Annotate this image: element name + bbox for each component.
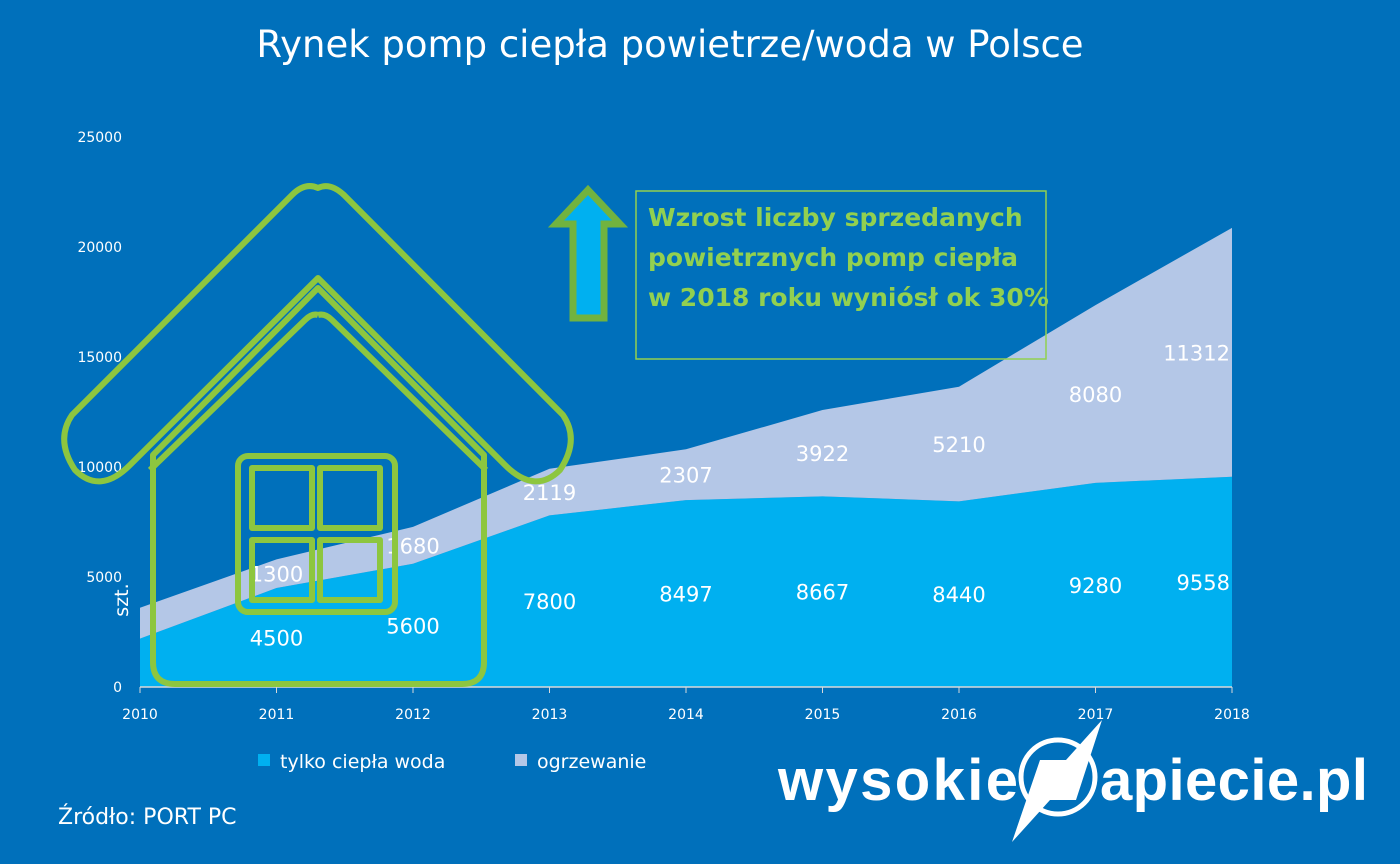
- x-tick-label: 2011: [259, 707, 295, 723]
- data-label: 8497: [659, 583, 712, 607]
- y-tick-label: 20000: [77, 240, 122, 256]
- x-tick-label: 2018: [1214, 707, 1250, 723]
- y-tick-label: 25000: [77, 130, 122, 146]
- annotation-line-3: w 2018 roku wyniósł ok 30%: [648, 283, 1049, 312]
- data-label: 9558: [1177, 571, 1230, 595]
- data-label: 8080: [1069, 383, 1122, 407]
- x-tick-label: 2014: [668, 707, 704, 723]
- chart-title: Rynek pomp ciepła powietrze/woda w Polsc…: [256, 23, 1083, 66]
- y-tick-label: 15000: [77, 350, 122, 366]
- area-series-0: [140, 476, 1232, 687]
- data-label: 4500: [250, 627, 303, 651]
- source-text: Źródło: PORT PC: [58, 804, 237, 830]
- x-tick-label: 2013: [532, 707, 568, 723]
- data-label: 1300: [250, 563, 303, 587]
- data-label: 9280: [1069, 574, 1122, 598]
- data-label: 5600: [386, 614, 439, 638]
- data-label: 8440: [932, 583, 985, 607]
- data-label: 5210: [932, 433, 985, 457]
- y-tick-label: 10000: [77, 460, 122, 476]
- data-label: 2307: [659, 464, 712, 488]
- data-label: 8667: [796, 581, 849, 605]
- legend-swatch-heating: [515, 754, 527, 766]
- data-label: 2119: [523, 481, 576, 505]
- y-tick-label: 0: [113, 680, 122, 696]
- x-tick-label: 2012: [395, 707, 431, 723]
- lightning-icon: [1018, 737, 1098, 817]
- y-tick-label: 5000: [86, 570, 122, 586]
- svg-text:apiecie.pl: apiecie.pl: [1100, 748, 1368, 813]
- area-series-1: [140, 227, 1232, 639]
- logo: wysokie apiecie.pl: [777, 720, 1368, 842]
- up-arrow-icon: [547, 184, 629, 322]
- x-tick-label: 2017: [1078, 707, 1114, 723]
- data-label: 3922: [796, 442, 849, 466]
- annotation-line-1: Wzrost liczby sprzedanych: [648, 203, 1023, 232]
- legend-label-heating: ogrzewanie: [537, 751, 646, 773]
- y-axis-label: szt.: [111, 583, 133, 616]
- house-icon: [61, 183, 574, 687]
- svg-text:wysokie: wysokie: [777, 748, 1018, 813]
- data-label: 7800: [523, 590, 576, 614]
- x-tick-label: 2016: [941, 707, 977, 723]
- annotation-box: [635, 190, 1047, 360]
- annotation-line-2: powietrznych pomp ciepła: [648, 243, 1018, 272]
- x-tick-label: 2010: [122, 707, 158, 723]
- legend-swatch-hot-water: [258, 754, 270, 766]
- data-label: 11312: [1163, 341, 1230, 365]
- legend-label-hot-water: tylko ciepła woda: [280, 751, 445, 773]
- x-tick-label: 2015: [805, 707, 841, 723]
